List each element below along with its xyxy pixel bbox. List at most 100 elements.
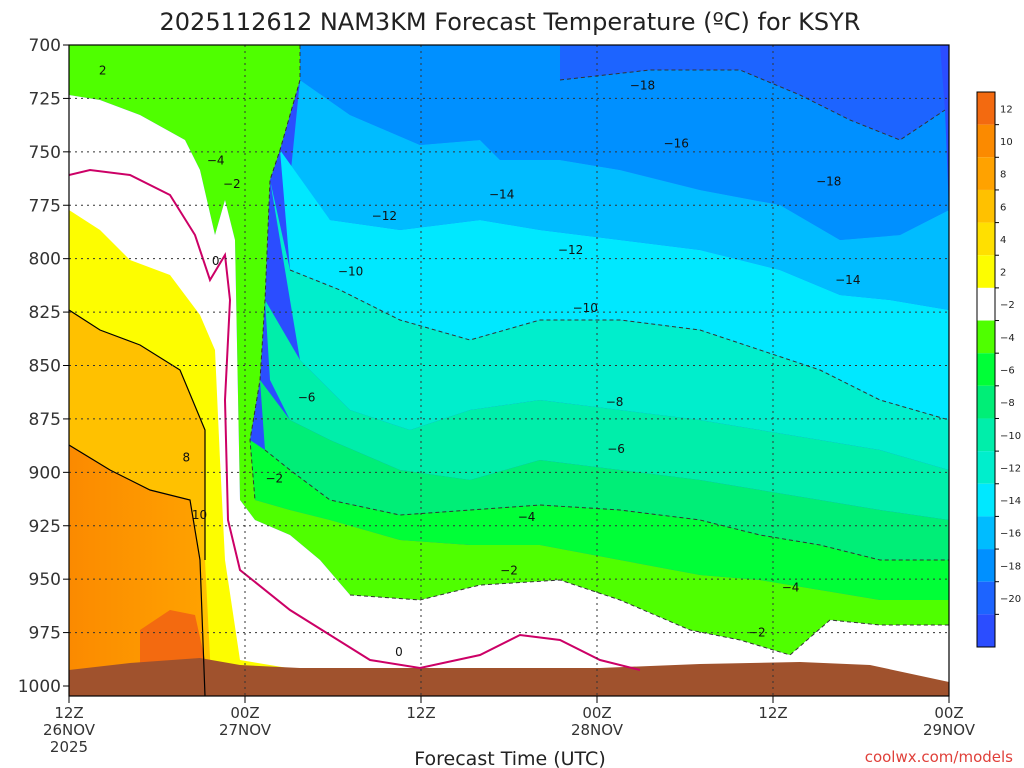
x-tick-date: 28NOV [571,721,624,739]
contour-label: −12 [558,243,583,257]
contour-label: −2 [223,177,241,191]
contour-label: 0 [395,645,403,659]
colorbar-swatch [977,483,995,517]
band-minus-6 [250,440,949,600]
y-tick-label: 1000 [18,677,61,697]
y-tick-label: 725 [29,89,61,109]
colorbar-label: 8 [1000,170,1006,181]
contour-minus-2 [349,579,949,656]
colorbar-swatch [977,92,995,125]
colorbar-swatch [977,320,995,354]
colorbar-frame [976,91,996,648]
colorbar-swatch [977,614,995,647]
contour-label: −2 [265,472,283,486]
band-minus-12 [270,180,949,470]
contour-minus-12 [289,269,949,421]
colorbar-label: −10 [1000,431,1021,442]
band-minus-2-to-2 [69,95,949,696]
x-tick-label: 12Z [54,704,83,722]
contour-label: −18 [816,175,841,189]
x-tick-label: 00Z [934,704,963,722]
colorbar-label: 2 [1000,268,1006,279]
x-tick-date: 29NOV [923,721,976,739]
colorbar-label: 6 [1000,202,1006,213]
y-tick-label: 800 [29,250,61,270]
y-tick-label: 900 [29,463,61,483]
contour-label: −4 [782,581,800,595]
ground-terrain [69,658,949,696]
contour-label: 8 [183,450,191,464]
colorbar-swatch [977,516,995,550]
zero-isotherm [69,168,641,671]
y-tick-label: 700 [29,36,61,56]
x-tick-label: 12Z [406,704,435,722]
colorbar-label: −20 [1000,594,1021,605]
colorbar-label: −16 [1000,529,1021,540]
contour-label: −10 [338,264,363,278]
colorbar-swatch [977,157,995,190]
y-tick-label: 850 [29,357,61,377]
x-tick-date: 26NOV [43,721,96,739]
contour-cold-edge [249,45,301,501]
band-minus-4 [69,45,949,655]
y-tick-label: 875 [29,410,61,430]
x-tick-date: 27NOV [219,721,272,739]
contour-label: 2 [99,64,107,78]
plot-frame [68,44,950,697]
colorbar-swatch [977,222,995,256]
band-minus-16 [290,80,949,310]
y-tick-label: 825 [29,303,61,323]
colorbar-swatch [977,451,995,484]
band-minus-14 [280,150,949,420]
colorbar: 12 10 8 6 4 2 −2 −4 −6 −8 −10 −12 −14 −16 −18 −20 [976,91,1021,648]
contour-label: 10 [192,508,207,522]
band-minus-8 [260,380,949,560]
y-tick-label: 925 [29,517,61,537]
colorbar-label: −2 [1000,300,1015,311]
colorbar-swatch [977,385,995,419]
contour-label: −6 [298,391,316,405]
colorbar-swatch [977,189,995,223]
contour-label: −10 [573,301,598,315]
contour-label: −14 [489,188,514,202]
colorbar-label: −14 [1000,496,1021,507]
plot-area: 2 −4 −2 0 8 10 −2 −6 −10 −12 −14 −12 −10 −8 −6 −4 −2 0 −18… [69,45,949,696]
x-tick-label: 12Z [758,704,787,722]
colorbar-label: 10 [1000,137,1013,148]
contour-label: −8 [606,395,624,409]
credit-text: coolwx.com/models [865,748,1013,766]
x-tick-year: 2025 [50,738,88,756]
colorbar-swatch [977,255,995,288]
y-tick-label: 975 [29,624,61,644]
colorbar-swatch [977,287,995,321]
y-tick-label: 950 [29,570,61,590]
colorbar-label: 4 [1000,235,1006,246]
contour-label: −18 [630,79,655,93]
x-tick-label: 00Z [230,704,259,722]
colorbar-swatch [977,418,995,452]
colorbar-label: −18 [1000,561,1021,572]
colorbar-label: −6 [1000,366,1015,377]
x-axis-label: Forecast Time (UTC) [414,748,605,768]
y-tick-label: 775 [29,196,61,216]
band-minus-20 [560,45,945,140]
colorbar-swatch [977,124,995,158]
contour-warm-6 [69,309,206,560]
contour-labels: 2 −4 −2 0 8 10 −2 −6 −10 −12 −14 −12 −10 −8 −6 −4 −2 0 −18… [99,64,861,659]
contour-label: −2 [500,564,518,578]
gridlines [69,45,949,696]
y-tick-label: 750 [29,143,61,163]
contour-label: −4 [207,153,225,167]
colorbar-swatch [977,581,995,615]
contour-label: −6 [607,442,625,456]
x-tick-label: 00Z [582,704,611,722]
contour-label: −2 [748,626,766,640]
contour-warm-8 [69,444,206,696]
colorbar-label: −4 [1000,333,1015,344]
contour-minus-6 [264,449,949,561]
colorbar-label: −12 [1000,463,1021,474]
contour-label: −12 [372,209,397,223]
colorbar-label: 12 [1000,104,1013,115]
y-axis: 700 725 750 775 800 825 850 875 900 925 950 975 1000 [18,36,69,697]
